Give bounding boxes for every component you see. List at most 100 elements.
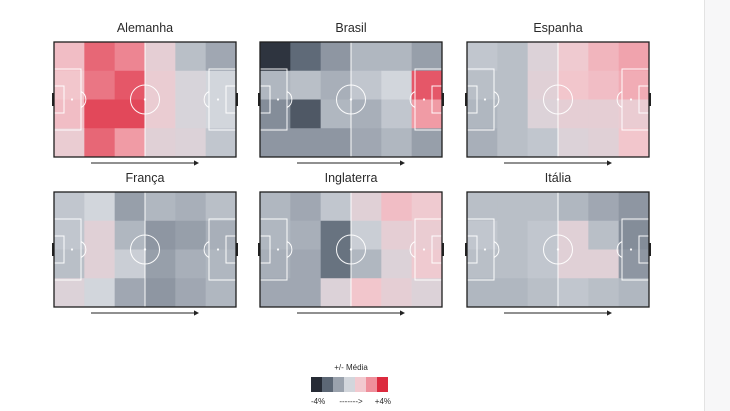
legend: +/- Média -4% -------> +4% [311,363,391,406]
panel-title: Brasil [335,21,366,35]
heatmap-cell [205,220,237,250]
heatmap-cell [145,192,176,222]
side-gutter [705,0,730,411]
left-penalty-spot [483,248,487,251]
heatmap-cell [467,70,498,100]
heatmap-cell [320,128,352,158]
heatmap-cell [588,220,620,250]
heatmap-cell [558,128,589,158]
center-spot [143,98,147,101]
heatmap-cell [84,249,116,279]
heatmap-cell [381,128,413,158]
heatmap-cell [558,42,589,72]
legend-min-label: -4% [311,397,325,406]
heatmap-cell [588,42,620,72]
heatmap-cell [527,128,559,158]
heatmap-cell [290,70,322,100]
heatmap-cell [351,249,382,279]
heatmap-cell [411,278,443,308]
heatmap-cell [320,278,352,308]
legend-swatch [333,377,344,392]
heatmap-cell [54,192,85,222]
left-goal [52,243,54,256]
heatmap-cell [260,70,291,100]
panel-title: Inglaterra [325,171,378,185]
heatmap-cell [467,99,498,129]
left-penalty-arc [286,91,293,108]
heatmap-cell [381,192,413,222]
heatmap-cell [618,278,650,308]
heatmap-cell [205,70,237,100]
heatmap-cell [467,278,498,308]
pitch-panel: França [52,171,238,316]
heatmap-cell [381,220,413,250]
center-spot [349,98,353,101]
heatmap-cell [588,128,620,158]
heatmap-cell [588,70,620,100]
heatmap-cell [467,220,498,250]
heatmap-cell [54,70,85,100]
heatmap-cell [114,278,146,308]
right-penalty-spot [629,98,633,101]
heatmap-cell [497,192,529,222]
heatmap-cell [290,128,322,158]
legend-swatch [322,377,333,392]
left-penalty-spot [483,98,487,101]
pitch-border [53,191,237,308]
heatmap-cell [558,249,589,279]
heatmap-cell [54,278,85,308]
arrow-head [400,160,405,166]
heatmap-cell [145,220,176,250]
left-penalty-arc [80,91,87,108]
heatmap-cell [497,278,529,308]
heatmap-cell [618,99,650,129]
heatmap-cell [114,99,146,129]
heatmap-cell [205,278,237,308]
heatmap-cell [411,99,443,129]
heatmap-cell [320,249,352,279]
heatmap-cell [260,220,291,250]
heatmap-cell [381,99,413,129]
arrow-head [607,160,612,166]
legend-swatch [355,377,366,392]
heatmap-cell [145,128,176,158]
heatmap-cell [114,128,146,158]
heatmap-cell [497,249,529,279]
heatmap-cell [351,220,382,250]
right-penalty-arc [616,241,623,258]
pitch-panel: Alemanha [52,21,238,166]
center-spot [143,248,147,251]
heatmap-cell [351,42,382,72]
heatmap-cell [84,128,116,158]
heatmap-cell [290,249,322,279]
right-penalty-spot [629,248,633,251]
heatmap-cell [54,99,85,129]
right-penalty-arc [409,91,416,108]
right-goal [442,93,444,106]
right-penalty-spot [422,248,426,251]
heatmap-cell [527,278,559,308]
center-circle [543,84,573,115]
heatmap-cell [618,128,650,158]
heatmap-cell [381,249,413,279]
panel-title: Alemanha [117,21,173,35]
heatmap-cell [175,128,207,158]
heatmap-cell [588,192,620,222]
heatmap-cell [290,42,322,72]
arrow-head [194,160,199,166]
heatmap-cell [618,70,650,100]
heatmap-cell [175,278,207,308]
heatmap-cell [54,220,85,250]
page-edge-divider [704,0,705,411]
heatmap-cell [351,99,382,129]
heatmap-cell [467,42,498,72]
right-penalty-arc [616,91,623,108]
heatmap-cell [290,192,322,222]
heatmap-cell [54,42,85,72]
heatmap-cell [558,192,589,222]
left-penalty-spot [276,248,280,251]
heatmap-cell [588,99,620,129]
heatmap-cell [320,192,352,222]
right-goal [649,93,651,106]
heatmap-cell [175,99,207,129]
